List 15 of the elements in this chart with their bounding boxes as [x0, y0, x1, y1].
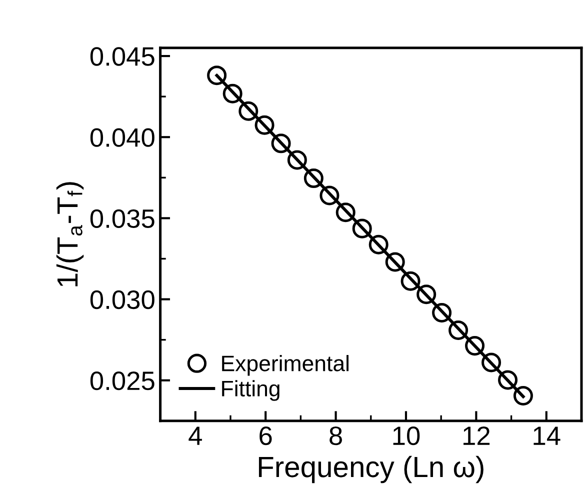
x-tick-label: 4 — [188, 426, 202, 445]
x-tick-label: 12 — [464, 426, 490, 445]
y-tick-label: 0.035 — [90, 209, 154, 228]
x-tick-label: 8 — [330, 426, 342, 446]
y-tick-label: 0.025 — [90, 371, 154, 390]
x-tick-label: 10 — [393, 426, 420, 446]
legend-label: Fitting — [222, 380, 280, 401]
y-axis-title: 1/(T$_{a}$-T$_{f}$) — [56, 182, 84, 286]
y-tick-label: 0.040 — [90, 128, 154, 147]
x-tick-label: 6 — [260, 426, 272, 446]
x-tick-label: 14 — [534, 426, 560, 445]
legend-label: Experimental — [222, 355, 348, 376]
y-tick-label: 0.030 — [90, 290, 154, 310]
x-axis-title: Frequency (Ln ω) — [258, 456, 484, 484]
y-tick-label: 0.045 — [90, 47, 154, 66]
